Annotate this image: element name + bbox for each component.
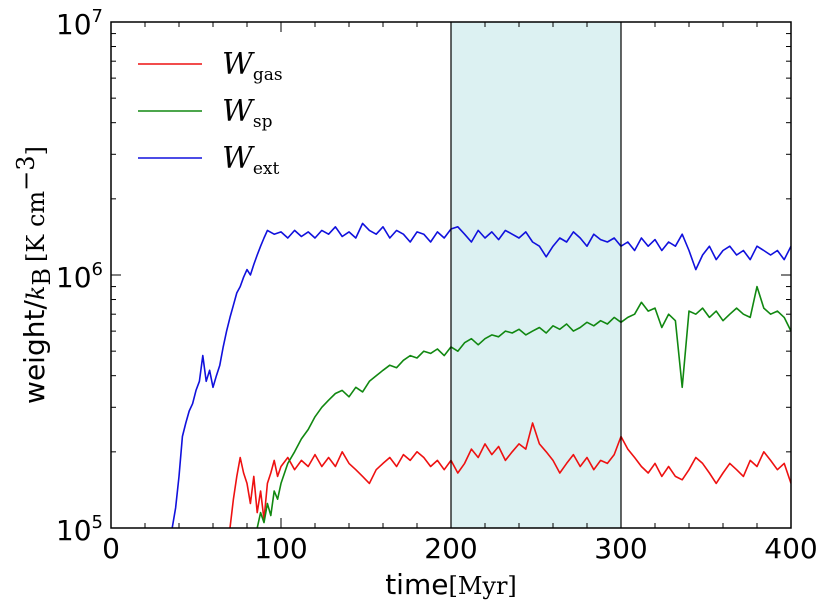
legend: Wgas Wsp Wext — [138, 47, 283, 179]
highlight-region — [451, 22, 621, 528]
y-axis-title: weight/ — [18, 300, 51, 404]
legend-label-ext: Wext — [222, 141, 279, 179]
x-tick-label: 0 — [102, 532, 120, 565]
series-line-ext — [171, 222, 791, 528]
x-tick-label: 300 — [594, 532, 647, 565]
series-line-gas — [229, 422, 791, 528]
y-axis-unit-exp: −3 — [12, 155, 40, 190]
y-axis-var-sub: B — [28, 268, 56, 286]
plot-frame — [110, 21, 792, 529]
y-axis-unit-close: ] — [22, 146, 50, 155]
x-tick-label: 100 — [254, 532, 307, 565]
legend-label-gas: Wgas — [222, 47, 283, 85]
x-tick-label: 200 — [424, 532, 477, 565]
series-layer — [171, 222, 791, 528]
series-line-sp — [256, 285, 791, 528]
legend-label-sp: Wsp — [222, 94, 273, 132]
tick-layer: 0 100 200 300 400 105 106 107 — [56, 6, 818, 565]
x-axis-label: time[Myr] — [385, 568, 517, 601]
y-axis-label: weight/kB [K cm−3] — [12, 146, 56, 404]
y-axis-var: k — [22, 286, 50, 301]
y-tick-label: 107 — [56, 6, 103, 41]
y-axis-unit: [K cm — [22, 191, 50, 262]
x-tick-label: 400 — [764, 532, 817, 565]
x-axis-title: time — [385, 568, 448, 601]
y-tick-label: 105 — [56, 512, 103, 547]
y-tick-label: 106 — [56, 259, 103, 294]
x-axis-unit: [Myr] — [448, 572, 516, 600]
